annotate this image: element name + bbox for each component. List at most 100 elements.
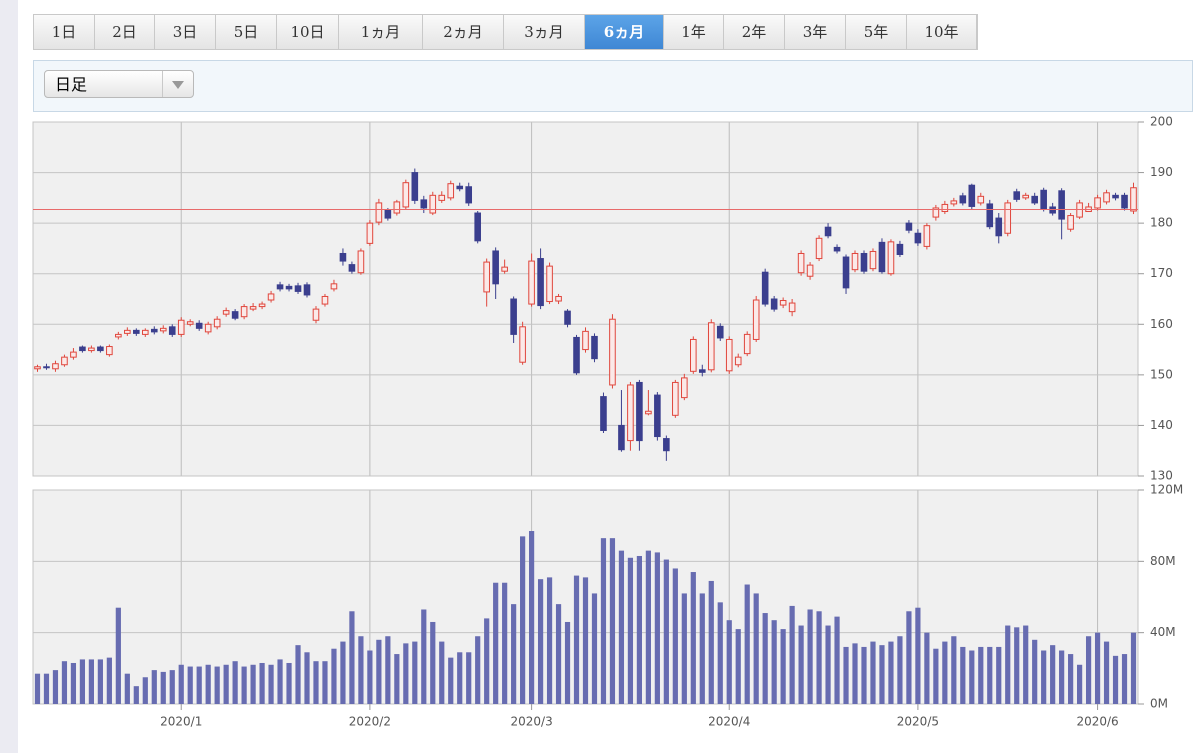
- volume-bar: [151, 670, 157, 704]
- volume-bar: [618, 550, 625, 704]
- volume-bar: [52, 670, 59, 704]
- y-tick-label: 80M: [1150, 554, 1176, 568]
- candle-body: [330, 283, 338, 290]
- volume-bar: [133, 686, 139, 704]
- candle-body: [690, 338, 697, 372]
- candle-body: [869, 250, 877, 270]
- candle-body: [564, 310, 571, 325]
- candle-body: [609, 318, 616, 386]
- volume-bar: [520, 536, 526, 704]
- volume-bar: [187, 666, 193, 704]
- candle-body: [213, 318, 221, 328]
- candle-body: [636, 381, 643, 442]
- volume-bar: [106, 657, 112, 704]
- volume-bar: [726, 620, 732, 704]
- candle-body: [815, 237, 823, 260]
- volume-bar: [214, 666, 220, 704]
- volume-bar: [735, 629, 741, 704]
- range-tab[interactable]: 5年: [846, 15, 907, 49]
- volume-bar: [933, 648, 939, 704]
- volume-bar: [951, 636, 957, 704]
- range-tab[interactable]: 10年: [907, 15, 977, 49]
- candle-body: [411, 172, 419, 201]
- range-tab[interactable]: 3日: [155, 15, 216, 49]
- x-tick-label: 2020/2: [349, 715, 391, 729]
- range-tab[interactable]: 1ヵ月: [339, 15, 423, 49]
- range-tab[interactable]: 2日: [95, 15, 155, 49]
- price-panel: [32, 121, 1139, 477]
- volume-bar: [430, 621, 436, 704]
- volume-bar: [789, 605, 795, 704]
- candle-body: [752, 299, 760, 340]
- y-tick-label: 170: [1150, 266, 1173, 280]
- candle-body: [168, 326, 176, 335]
- candle-body: [618, 424, 625, 451]
- candle-body: [1076, 202, 1083, 218]
- volume-bar: [1014, 627, 1020, 704]
- volume-bar: [385, 636, 391, 704]
- candle-body: [1022, 194, 1030, 199]
- range-tab[interactable]: 2年: [724, 15, 785, 49]
- volume-bar: [448, 657, 454, 704]
- candle-body: [600, 396, 607, 431]
- x-tick-label: 2020/5: [897, 715, 939, 729]
- candle-body: [1058, 190, 1065, 220]
- candle-body: [627, 384, 634, 442]
- range-tab[interactable]: 10日: [277, 15, 339, 49]
- candle-body: [465, 186, 473, 204]
- candle-body: [555, 295, 562, 302]
- candle-body: [141, 329, 149, 335]
- range-tab[interactable]: 5日: [216, 15, 277, 49]
- candle-body: [995, 217, 1003, 237]
- volume-bar: [277, 659, 283, 704]
- candle-body: [707, 322, 715, 371]
- candle-body: [348, 264, 356, 272]
- candle-body: [645, 410, 652, 415]
- candle-body: [887, 241, 895, 275]
- candle-body: [276, 284, 284, 290]
- candle-body: [61, 356, 68, 366]
- volume-bar: [1077, 664, 1083, 704]
- candle-body: [941, 203, 949, 213]
- candle-body: [510, 298, 517, 335]
- candle-body: [79, 346, 86, 352]
- y-tick-label: 140: [1150, 418, 1173, 432]
- x-tick-label: 2020/4: [708, 715, 750, 729]
- range-tab[interactable]: 2ヵ月: [423, 15, 504, 49]
- interval-dropdown[interactable]: 日足: [44, 70, 194, 98]
- volume-bar: [403, 643, 409, 704]
- candle-body: [34, 366, 41, 370]
- candle-body: [312, 308, 320, 321]
- volume-bar: [825, 625, 831, 704]
- volume-bar: [376, 639, 382, 704]
- candle-body: [366, 222, 374, 244]
- range-tabs: 1日 2日 3日 5日 10日 1ヵ月 2ヵ月 3ヵ月 6ヵ月 1年 2年 3年 5年 10年: [33, 14, 978, 50]
- volume-bar: [807, 609, 813, 704]
- candle-body: [1013, 191, 1021, 200]
- volume-bar: [367, 650, 373, 704]
- volume-bar: [528, 531, 535, 704]
- range-tab[interactable]: 3ヵ月: [504, 15, 585, 49]
- candle-body: [52, 363, 59, 370]
- range-tab[interactable]: 1年: [664, 15, 724, 49]
- range-tab[interactable]: 3年: [785, 15, 846, 49]
- volume-bar: [852, 643, 858, 704]
- range-tab[interactable]: 6ヵ月: [585, 15, 664, 49]
- volume-bar: [322, 661, 328, 704]
- volume-bar: [771, 620, 777, 704]
- candle-body: [231, 311, 239, 319]
- volume-bar: [555, 604, 562, 704]
- candle-body: [986, 203, 994, 228]
- volume-bar: [870, 641, 876, 704]
- volume-bar: [681, 593, 687, 704]
- volume-bar: [645, 550, 651, 704]
- volume-bar: [1059, 650, 1065, 704]
- volume-bar: [286, 662, 292, 704]
- y-tick-label: 40M: [1150, 625, 1176, 639]
- volume-bar: [223, 664, 229, 704]
- volume-bar: [205, 664, 211, 704]
- candle-body: [977, 195, 985, 204]
- range-tab[interactable]: 1日: [34, 15, 95, 49]
- y-tick-label: 120M: [1150, 483, 1183, 497]
- candle-body: [1031, 195, 1038, 204]
